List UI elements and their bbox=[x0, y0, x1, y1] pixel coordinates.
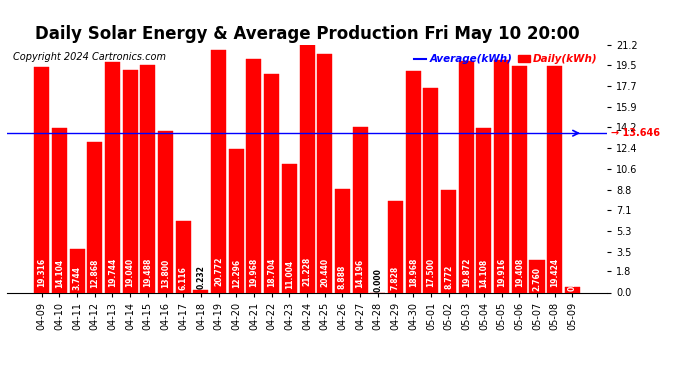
Bar bbox=[353, 127, 368, 292]
Text: 11.004: 11.004 bbox=[285, 260, 294, 289]
Bar bbox=[547, 66, 562, 292]
Bar bbox=[34, 67, 49, 292]
Bar bbox=[52, 128, 67, 292]
Bar bbox=[246, 59, 262, 292]
Bar bbox=[424, 88, 438, 292]
Text: 20.772: 20.772 bbox=[214, 257, 223, 286]
Text: 12.868: 12.868 bbox=[90, 259, 99, 288]
Bar bbox=[317, 54, 333, 292]
Bar bbox=[193, 290, 208, 292]
Text: 19.872: 19.872 bbox=[462, 257, 471, 287]
Bar bbox=[529, 260, 544, 292]
Text: 14.196: 14.196 bbox=[355, 259, 364, 288]
Text: 19.040: 19.040 bbox=[126, 258, 135, 287]
Text: 8.772: 8.772 bbox=[444, 265, 453, 289]
Bar bbox=[87, 142, 102, 292]
Text: 19.488: 19.488 bbox=[144, 257, 152, 287]
Text: 2.760: 2.760 bbox=[533, 267, 542, 291]
Text: 18.704: 18.704 bbox=[267, 258, 276, 287]
Bar bbox=[476, 128, 491, 292]
Bar bbox=[388, 201, 403, 292]
Text: 20.440: 20.440 bbox=[320, 257, 329, 286]
Text: 17.500: 17.500 bbox=[426, 258, 435, 287]
Bar bbox=[70, 249, 85, 292]
Bar bbox=[158, 131, 173, 292]
Text: 0.000: 0.000 bbox=[373, 268, 382, 292]
Text: 13.800: 13.800 bbox=[161, 259, 170, 288]
Text: 21.228: 21.228 bbox=[302, 257, 312, 286]
Bar bbox=[211, 50, 226, 292]
Text: 19.408: 19.408 bbox=[515, 258, 524, 287]
Text: 14.108: 14.108 bbox=[480, 259, 489, 288]
Text: 14.104: 14.104 bbox=[55, 259, 64, 288]
Text: → 13.646: → 13.646 bbox=[611, 128, 660, 138]
Bar bbox=[406, 71, 421, 292]
Bar bbox=[459, 60, 474, 292]
Title: Daily Solar Energy & Average Production Fri May 10 20:00: Daily Solar Energy & Average Production … bbox=[34, 26, 580, 44]
Text: 0.512: 0.512 bbox=[568, 267, 577, 291]
Bar bbox=[335, 189, 350, 292]
Text: 19.744: 19.744 bbox=[108, 258, 117, 287]
Bar bbox=[494, 60, 509, 292]
Text: 19.968: 19.968 bbox=[250, 257, 259, 286]
Text: 19.316: 19.316 bbox=[37, 258, 46, 287]
Text: 3.744: 3.744 bbox=[72, 267, 81, 291]
Bar bbox=[229, 149, 244, 292]
Bar bbox=[512, 66, 527, 292]
Text: 0.232: 0.232 bbox=[197, 266, 206, 289]
Bar bbox=[282, 164, 297, 292]
Bar bbox=[105, 62, 120, 292]
Text: 18.968: 18.968 bbox=[408, 258, 417, 287]
Bar bbox=[176, 221, 190, 292]
Bar bbox=[140, 65, 155, 292]
Text: 8.888: 8.888 bbox=[338, 265, 347, 289]
Bar bbox=[264, 74, 279, 292]
Text: 6.116: 6.116 bbox=[179, 266, 188, 290]
Bar bbox=[299, 45, 315, 292]
Text: 7.828: 7.828 bbox=[391, 265, 400, 290]
Legend: Average(kWh), Daily(kWh): Average(kWh), Daily(kWh) bbox=[410, 50, 602, 69]
Bar bbox=[123, 70, 138, 292]
Text: Copyright 2024 Cartronics.com: Copyright 2024 Cartronics.com bbox=[13, 53, 166, 62]
Bar bbox=[565, 286, 580, 292]
Text: 19.916: 19.916 bbox=[497, 258, 506, 286]
Text: 12.296: 12.296 bbox=[232, 260, 241, 288]
Bar bbox=[441, 190, 456, 292]
Text: 19.424: 19.424 bbox=[550, 258, 559, 287]
